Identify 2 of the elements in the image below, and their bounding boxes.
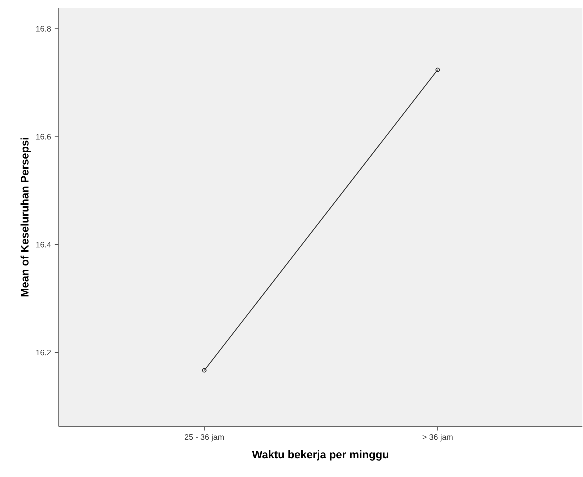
y-axis-title: Mean of Keseluruhan Persepsi: [20, 138, 31, 297]
x-axis-title: Waktu bekerja per minggu: [252, 450, 389, 462]
